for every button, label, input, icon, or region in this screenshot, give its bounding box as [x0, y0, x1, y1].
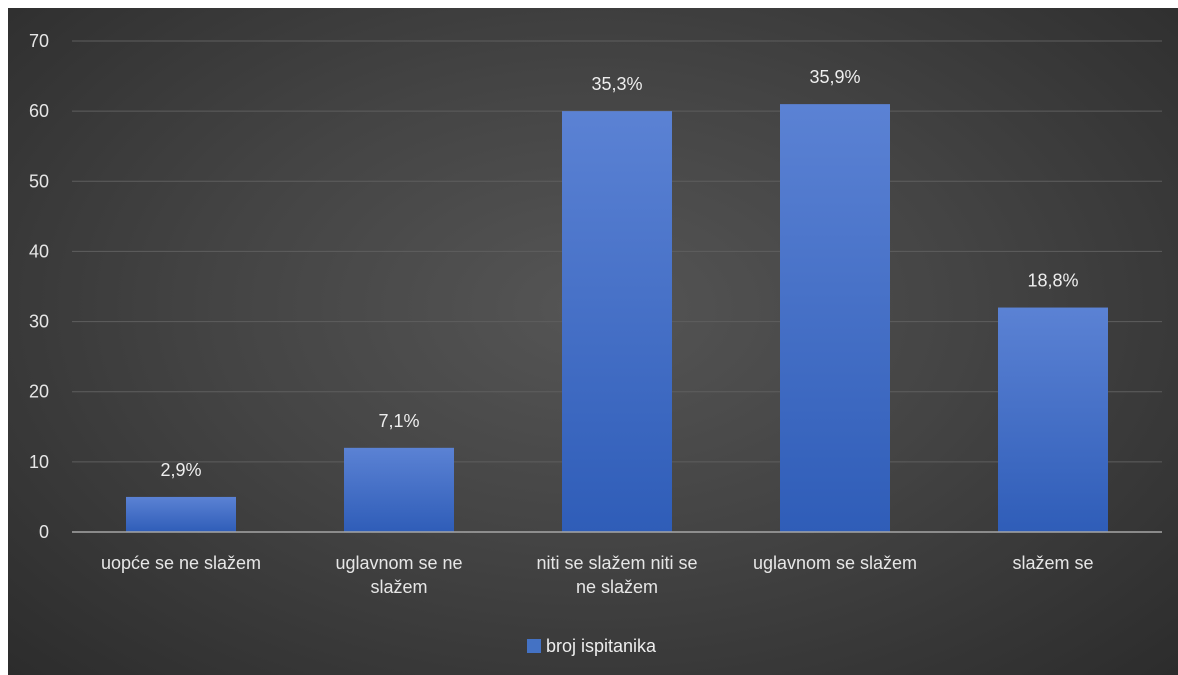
y-tick-label: 30: [29, 312, 49, 332]
category-labels: uopće se ne slažem uglavnom se ne slažem ni…: [101, 553, 1094, 597]
x-tick-label: uopće se ne slažem: [101, 553, 261, 573]
y-tick-label: 60: [29, 101, 49, 121]
bar: [126, 496, 236, 532]
x-tick-label: uglavnom se ne slažem: [335, 553, 462, 597]
bar: [344, 447, 454, 532]
data-label: 35,3%: [591, 74, 642, 94]
y-tick-label: 20: [29, 382, 49, 402]
data-label: 2,9%: [160, 460, 201, 480]
data-label: 7,1%: [378, 411, 419, 431]
y-tick-label: 0: [39, 522, 49, 542]
legend-swatch: [527, 639, 541, 653]
legend: broj ispitanika: [527, 636, 657, 656]
legend-label: broj ispitanika: [546, 636, 657, 656]
x-tick-label: slažem se: [1012, 553, 1093, 573]
bar: [780, 104, 890, 532]
x-tick-label: niti se slažem niti se ne slažem: [536, 553, 697, 597]
x-tick-label: uglavnom se slažem: [753, 553, 917, 573]
y-tick-label: 10: [29, 452, 49, 472]
data-labels: 2,9% 7,1% 35,3% 35,9% 18,8%: [160, 67, 1078, 480]
y-axis-ticks: 0 10 20 30 40 50 60 70: [29, 31, 49, 542]
y-tick-label: 70: [29, 31, 49, 51]
bar: [998, 307, 1108, 532]
data-label: 18,8%: [1027, 271, 1078, 291]
bar: [562, 111, 672, 533]
y-tick-label: 40: [29, 241, 49, 261]
bars: [126, 104, 1108, 533]
y-tick-label: 50: [29, 171, 49, 191]
data-label: 35,9%: [809, 67, 860, 87]
